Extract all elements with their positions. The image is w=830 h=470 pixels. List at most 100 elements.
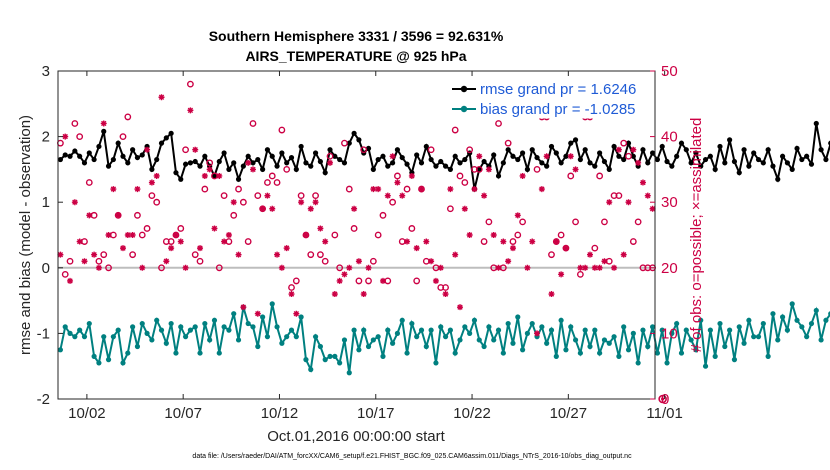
bias-point — [356, 347, 362, 353]
obs-possible-marker — [504, 139, 512, 147]
obs-assimilated-marker — [158, 94, 165, 101]
bias-point — [544, 340, 550, 346]
bias-point — [120, 360, 126, 366]
obs-assimilated-marker — [230, 199, 237, 206]
obs-possible-marker — [196, 257, 204, 265]
obs-assimilated-marker — [67, 277, 74, 284]
bias-point — [341, 337, 348, 343]
obs-assimilated-marker — [264, 192, 271, 199]
bias-point — [207, 337, 213, 343]
rmse-point — [414, 152, 420, 158]
obs-assimilated-marker — [611, 264, 618, 271]
rmse-point — [327, 147, 333, 153]
rmse-point — [654, 156, 661, 163]
rmse-point — [101, 128, 107, 134]
obs-possible-marker — [427, 146, 435, 154]
rmse-point — [563, 153, 569, 159]
bias-point — [770, 311, 776, 317]
bias-point — [404, 350, 410, 356]
rmse-point — [606, 166, 612, 172]
obs-assimilated-marker — [442, 291, 449, 298]
chart-subtitle: AIRS_TEMPERATURE @ 925 hPa — [245, 48, 466, 64]
obs-possible-marker — [273, 179, 281, 186]
bias-point — [553, 353, 559, 359]
obs-possible-marker — [177, 225, 185, 232]
bias-point — [293, 334, 299, 340]
obs-possible-marker-end — [658, 394, 667, 404]
bias-point — [789, 301, 795, 307]
rmse-point — [418, 160, 425, 166]
rmse-point — [544, 163, 550, 169]
obs-assimilated-marker — [327, 159, 334, 166]
bias-point — [457, 337, 463, 343]
rmse-point — [462, 156, 468, 163]
obs-assimilated-marker — [139, 264, 146, 271]
obs-assimilated-marker — [240, 304, 247, 311]
bias-point — [385, 327, 391, 333]
obs-possible-marker — [278, 126, 286, 134]
bias-point — [597, 350, 603, 356]
rmse-point — [168, 130, 174, 136]
obs-possible-marker — [369, 257, 377, 265]
bias-point — [582, 327, 588, 333]
rmse-point — [674, 153, 680, 159]
rmse-point — [433, 163, 439, 169]
rmse-point — [67, 153, 73, 159]
bias-point — [380, 353, 386, 359]
obs-assimilated-marker — [293, 310, 300, 317]
obs-possible-marker — [57, 139, 64, 147]
obs-assimilated-marker — [649, 205, 656, 212]
obs-assimilated-marker — [519, 172, 526, 179]
obs-assimilated-marker — [538, 186, 545, 193]
bias-point — [390, 340, 396, 346]
obs-possible-marker — [105, 264, 112, 272]
y-tick-label: -1 — [37, 325, 50, 342]
rmse-point — [751, 150, 757, 156]
bias-point — [81, 334, 88, 340]
obs-assimilated-marker — [355, 258, 362, 265]
rmse-point — [399, 154, 405, 161]
rmse-point — [216, 158, 222, 165]
bias-point — [640, 327, 646, 333]
bias-point — [447, 327, 453, 333]
y-axis-right: 0 10 20 30 40 50 — [650, 63, 678, 408]
obs-possible-marker — [186, 80, 194, 88]
obs-assimilated-marker — [461, 205, 468, 212]
bias-point — [515, 314, 521, 320]
obs-possible-marker — [244, 238, 252, 245]
bias-point — [346, 370, 352, 376]
bias-point — [572, 337, 579, 343]
rmse-point — [255, 156, 261, 163]
bias-point — [351, 327, 357, 333]
obs-assimilated-marker — [81, 258, 88, 265]
rmse-point — [365, 145, 372, 152]
rmse-point — [683, 147, 689, 153]
obs-assimilated-marker — [278, 264, 285, 271]
obs-assimilated-marker — [476, 153, 483, 160]
bias-point — [303, 357, 309, 363]
rmse-point — [731, 158, 738, 165]
bias-point — [799, 324, 805, 330]
bias-point — [365, 343, 372, 350]
x-tick-label: 10/17 — [357, 405, 395, 422]
obs-assimilated-marker — [394, 179, 401, 186]
obs-assimilated-marker — [115, 212, 122, 219]
rmse-point — [115, 140, 121, 146]
obs-possible-marker — [321, 257, 329, 265]
bias-point — [442, 334, 449, 340]
obs-possible-marker — [129, 251, 137, 259]
obs-possible-marker — [572, 218, 579, 226]
rmse-point — [495, 173, 502, 179]
obs-possible-marker — [76, 133, 84, 141]
obs-assimilated-marker — [245, 159, 252, 166]
obs-possible-marker — [509, 238, 517, 245]
obs-assimilated-marker — [490, 232, 497, 238]
obs-assimilated-marker — [100, 120, 107, 127]
rmse-point — [394, 147, 401, 153]
obs-assimilated-marker — [389, 153, 396, 160]
obs-possible-marker — [548, 251, 555, 259]
bias-point — [322, 357, 328, 363]
obs-assimilated-marker — [322, 238, 329, 245]
legend-bias-label: bias grand pr = -1.0285 — [480, 101, 636, 118]
bias-point — [226, 327, 232, 333]
